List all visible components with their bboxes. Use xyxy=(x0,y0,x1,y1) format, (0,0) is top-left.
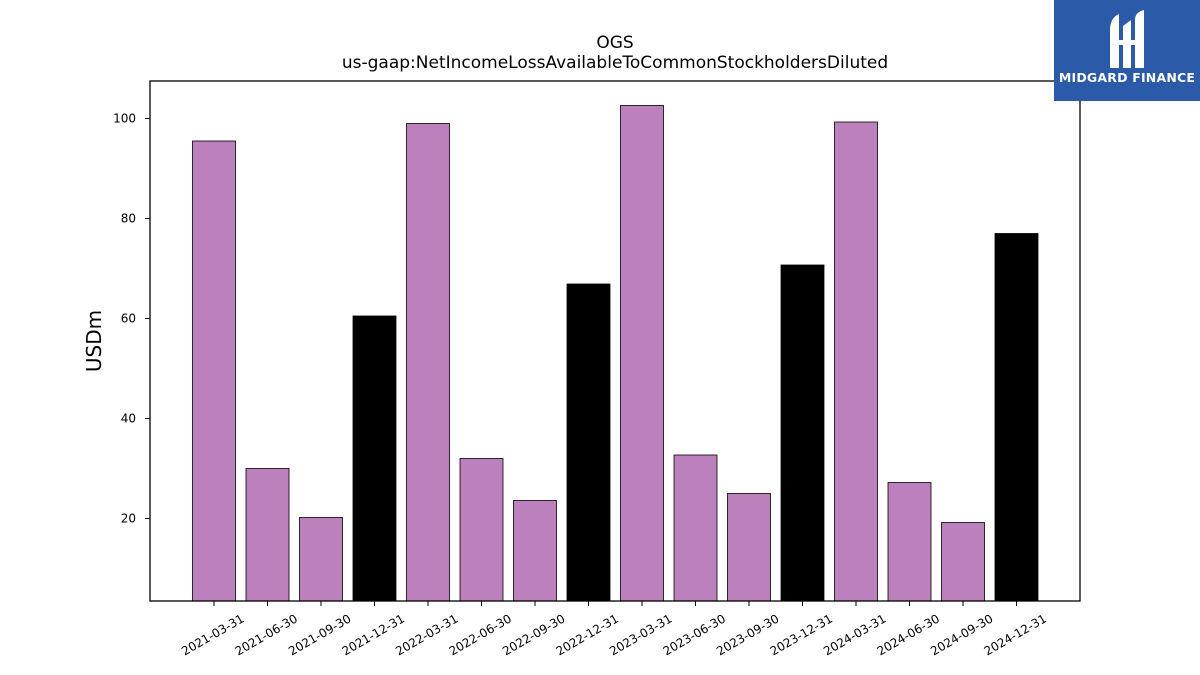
bar-2024-03-31 xyxy=(834,121,878,602)
midgard-logo-icon xyxy=(1110,10,1144,68)
y-tick-label: 20 xyxy=(121,512,136,526)
bar-2021-09-30 xyxy=(299,517,343,602)
bar-2023-06-30 xyxy=(673,454,718,602)
x-axis: 2021-03-312021-06-302021-09-302021-12-31… xyxy=(179,601,1049,658)
bar-2023-12-31 xyxy=(780,264,825,602)
bar-2021-12-31 xyxy=(352,315,397,602)
bars-group xyxy=(192,105,1039,602)
brand-name: MIDGARD FINANCE xyxy=(1058,70,1196,85)
chart-title: OGS xyxy=(596,33,633,53)
plot-frame xyxy=(149,80,1081,602)
bar-2023-03-31 xyxy=(620,105,664,602)
y-tick-label: 60 xyxy=(121,312,136,326)
bar-2022-09-30 xyxy=(513,500,557,602)
y-axis-label: USDm xyxy=(82,310,106,372)
y-tick-label: 40 xyxy=(121,412,136,426)
brand-logo: MIDGARD FINANCE xyxy=(1054,0,1200,101)
bar-2021-06-30 xyxy=(245,468,290,602)
chart-subtitle: us-gaap:NetIncomeLossAvailableToCommonSt… xyxy=(342,53,888,73)
bar-2024-12-31 xyxy=(994,233,1039,602)
bar-2024-06-30 xyxy=(887,482,932,602)
y-tick-label: 100 xyxy=(113,112,136,126)
bar-2021-03-31 xyxy=(192,140,236,602)
y-tick-label: 80 xyxy=(121,212,136,226)
y-axis: 20 40 60 80 100 xyxy=(113,112,150,526)
bar-2024-09-30 xyxy=(941,522,985,602)
bar-2022-12-31 xyxy=(566,283,611,602)
bar-2022-03-31 xyxy=(406,123,450,602)
bar-2023-09-30 xyxy=(727,493,771,602)
bar-2022-06-30 xyxy=(459,458,504,602)
